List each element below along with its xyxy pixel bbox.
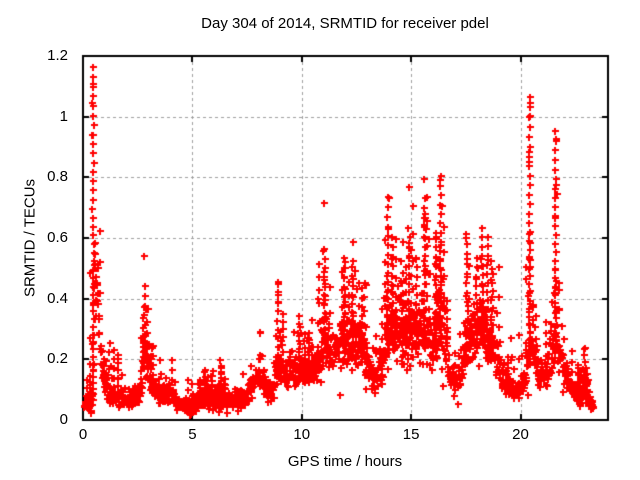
x-tick-label: 10 [293, 426, 311, 443]
y-tick-label: 0 [59, 411, 68, 428]
y-tick-label: 0.6 [47, 229, 68, 246]
y-tick-label: 0.2 [47, 350, 68, 368]
x-tick-label: 15 [402, 426, 420, 443]
y-tick-label: 0.8 [47, 168, 68, 186]
y-tick-label: 1 [59, 107, 68, 125]
x-tick-label: 0 [78, 426, 88, 443]
x-axis-label: GPS time / hours [287, 453, 403, 470]
x-tick-label: 20 [512, 426, 529, 443]
y-tick-label: 0.4 [47, 289, 68, 307]
y-tick-label: 1.2 [47, 47, 68, 64]
chart-title: Day 304 of 2014, SRMTID for receiver pde… [201, 15, 489, 32]
x-tick-label: 5 [188, 426, 197, 443]
